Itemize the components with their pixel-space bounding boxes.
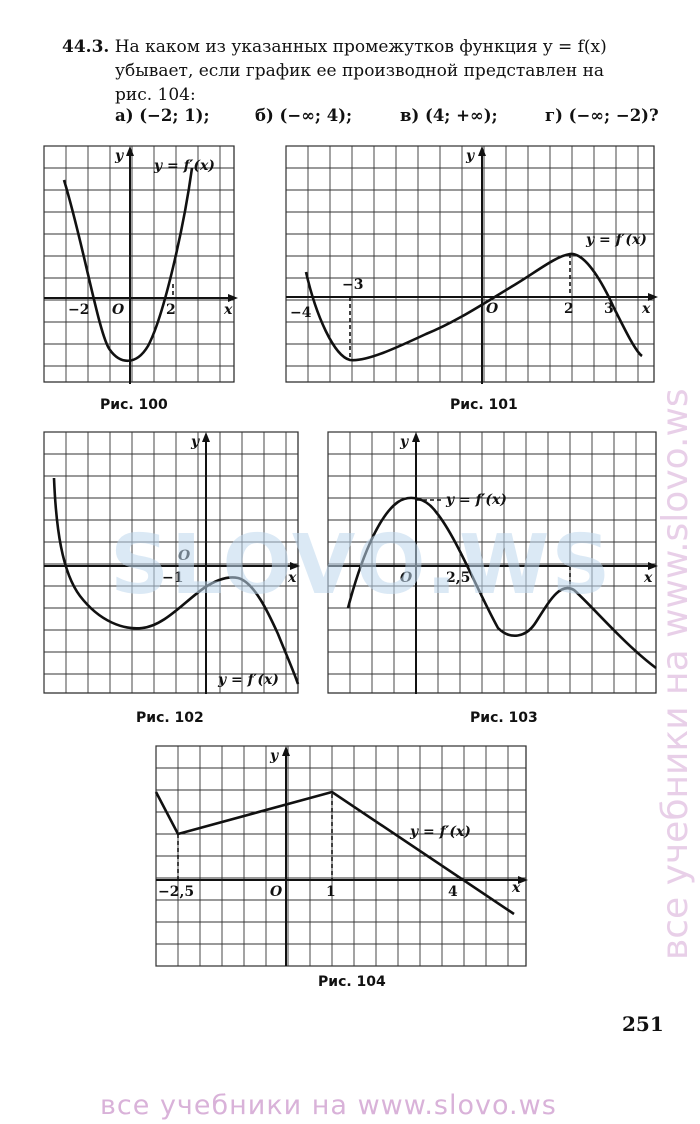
figure-caption: Рис. 102 [136, 710, 204, 726]
figure-caption: Рис. 103 [470, 710, 538, 726]
origin-label: O [486, 301, 499, 317]
problem-text-3: рис. 104: [115, 85, 196, 105]
y-label: y [399, 434, 409, 450]
y-label: y [190, 434, 200, 450]
tick-label: −3 [342, 277, 363, 293]
x-axis-arrow [518, 876, 528, 884]
grid [43, 145, 235, 383]
grid-border [285, 145, 655, 383]
grid [43, 431, 299, 694]
tick-label: 2 [564, 301, 574, 317]
tick-label: 3 [604, 301, 614, 317]
option-a: а) (−2; 1); [115, 106, 210, 125]
problem-text-2: убывает, если график ее производной пред… [115, 61, 605, 81]
origin-label: O [178, 548, 191, 564]
grid [285, 145, 655, 383]
y-axis-arrow [282, 746, 290, 756]
watermark-bottom: все учебники на www.slovo.ws [100, 1090, 557, 1121]
function-label: y = f′(x) [217, 672, 279, 688]
x-axis-arrow [228, 294, 238, 302]
y-axis-arrow [412, 432, 420, 442]
derivative-curve [52, 477, 300, 685]
x-label: x [641, 301, 651, 317]
watermark-center: SLOVO.WS [110, 518, 613, 613]
problem-number: 44.3. [62, 37, 110, 57]
option-d: г) (−∞; −2)? [545, 106, 659, 125]
y-label: y [465, 148, 475, 164]
origin-label: O [270, 884, 283, 900]
figure-103-graph: y x O y = f′(x) 2,5 [327, 431, 658, 694]
problem-text-1: На каком из указанных промежутков функци… [114, 37, 607, 57]
figure-100-graph: y x O y = f′(x) −2 2 [43, 145, 238, 384]
y-axis-arrow [202, 432, 210, 442]
function-label: y = f′(x) [585, 232, 647, 248]
origin-label: O [112, 302, 125, 318]
tick-label: −1 [162, 570, 183, 586]
figure-102-graph: y x O y = f′(x) −1 [43, 431, 300, 694]
x-label: x [511, 880, 521, 896]
x-axis-arrow [648, 293, 658, 301]
x-axis-arrow [290, 562, 300, 570]
derivative-curve [62, 167, 194, 363]
option-b: б) (−∞; 4); [255, 106, 353, 125]
derivative-curve [304, 252, 643, 362]
derivative-line [154, 790, 515, 916]
tick-label: 1 [326, 884, 336, 900]
tick-label: −2,5 [158, 884, 194, 900]
grid-border [43, 145, 235, 383]
tick-label: −4 [290, 305, 312, 321]
grid [155, 745, 527, 967]
y-label: y [269, 748, 279, 764]
option-c: в) (4; +∞); [400, 106, 498, 125]
figure-101-graph: y x O y = f′(x) −4 −3 2 3 [285, 145, 658, 384]
origin-label: O [400, 570, 413, 586]
x-axis-arrow [648, 562, 658, 570]
problem-line-1: 44.3. На каком из указанных промежутков … [62, 36, 607, 58]
tick-label: 2,5 [446, 570, 470, 586]
tick-label: 2 [166, 302, 176, 318]
y-axis-arrow [478, 146, 486, 156]
figure-104-graph: y x O y = f′(x) −2,5 1 4 [154, 745, 528, 967]
figure-caption: Рис. 101 [450, 397, 518, 413]
derivative-curve [346, 496, 657, 670]
watermark-side: все учебники на www.slovo.ws [655, 388, 696, 960]
grid [327, 431, 657, 694]
function-label: y = f′(x) [409, 824, 471, 840]
page-number: 251 [622, 1012, 664, 1036]
y-axis-arrow [126, 146, 134, 156]
function-label: y = f′(x) [153, 158, 215, 174]
x-label: x [223, 302, 233, 318]
tick-label: −2 [68, 302, 89, 318]
y-label: y [114, 148, 124, 164]
tick-label: 4 [448, 884, 458, 900]
x-label: x [287, 570, 297, 586]
figure-caption: Рис. 100 [100, 397, 168, 413]
function-label: y = f′(x) [445, 492, 507, 508]
figure-caption: Рис. 104 [318, 974, 386, 990]
x-label: x [643, 570, 653, 586]
